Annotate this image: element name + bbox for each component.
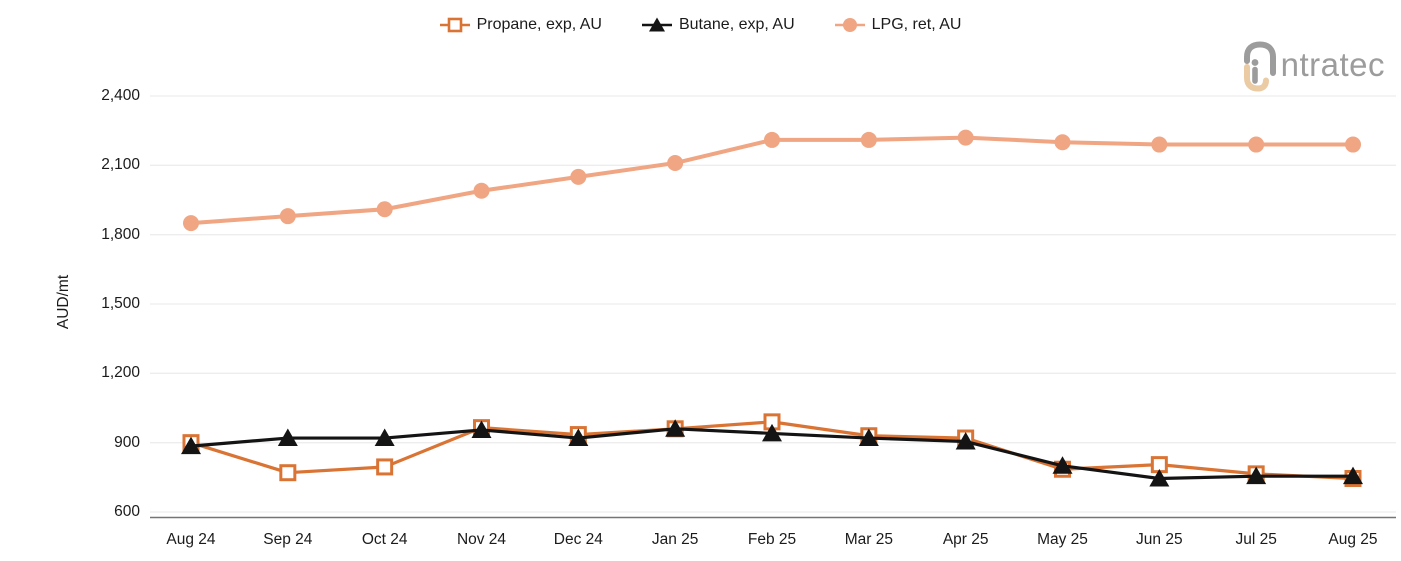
y-tick-label: 900 [114, 433, 140, 451]
y-tick-label: 2,400 [101, 87, 140, 104]
y-tick-label: 1,500 [101, 295, 140, 312]
legend-label-butane: Butane, exp, AU [678, 16, 795, 33]
butane-triangle-marker-icon [641, 17, 672, 32]
x-tick-label: Oct 24 [361, 531, 408, 548]
y-tick-label: 1,800 [101, 225, 140, 243]
legend-item-butane[interactable]: Butane, exp, AU [641, 16, 795, 34]
y-tick-label: 2,100 [101, 156, 140, 174]
x-tick-label: Dec 24 [553, 531, 603, 548]
y-axis-title: AUD/mt [55, 274, 72, 330]
intratec-logo-text: ntratec [1280, 46, 1385, 83]
x-tick-label: Mar 25 [844, 531, 893, 548]
intratec-logo-icon [1243, 41, 1276, 92]
legend-label-propane: Propane, exp, AU [476, 16, 602, 33]
intratec-logo: ntratec [1238, 40, 1385, 92]
legend-item-propane[interactable]: Propane, exp, AU [439, 16, 602, 34]
x-tick-label: Aug 25 [1328, 531, 1378, 548]
legend-label-lpg: LPG, ret, AU [871, 16, 962, 33]
x-tick-label: Jan 25 [651, 531, 699, 548]
lpg-circle-marker-icon [834, 18, 865, 32]
propane-open-square-marker-icon [439, 17, 470, 33]
x-tick-label: Jul 25 [1235, 531, 1277, 548]
x-tick-label: Apr 25 [942, 531, 989, 548]
y-tick-label: 1,200 [101, 364, 140, 382]
chart-legend: Propane, exp, AU Butane, exp, AU LPG, re… [0, 16, 1401, 34]
x-tick-label: Feb 25 [747, 531, 797, 548]
legend-item-lpg[interactable]: LPG, ret, AU [834, 16, 962, 34]
x-tick-label: Aug 24 [166, 531, 216, 548]
y-tick-label: 600 [114, 503, 140, 520]
x-tick-label: Sep 24 [263, 531, 313, 548]
x-tick-label: Nov 24 [456, 531, 507, 548]
x-tick-label: May 25 [1037, 531, 1088, 548]
x-tick-label: Jun 25 [1136, 531, 1183, 548]
